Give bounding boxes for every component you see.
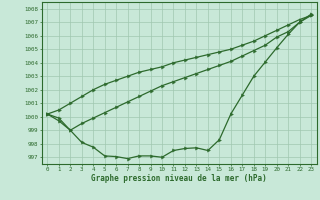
X-axis label: Graphe pression niveau de la mer (hPa): Graphe pression niveau de la mer (hPa): [91, 174, 267, 183]
